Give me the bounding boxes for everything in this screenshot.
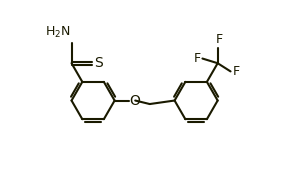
Text: F: F [215, 33, 222, 46]
Text: H$_2$N: H$_2$N [45, 25, 70, 40]
Text: S: S [94, 56, 102, 70]
Text: F: F [193, 52, 201, 65]
Text: F: F [232, 65, 239, 78]
Text: O: O [130, 93, 141, 107]
